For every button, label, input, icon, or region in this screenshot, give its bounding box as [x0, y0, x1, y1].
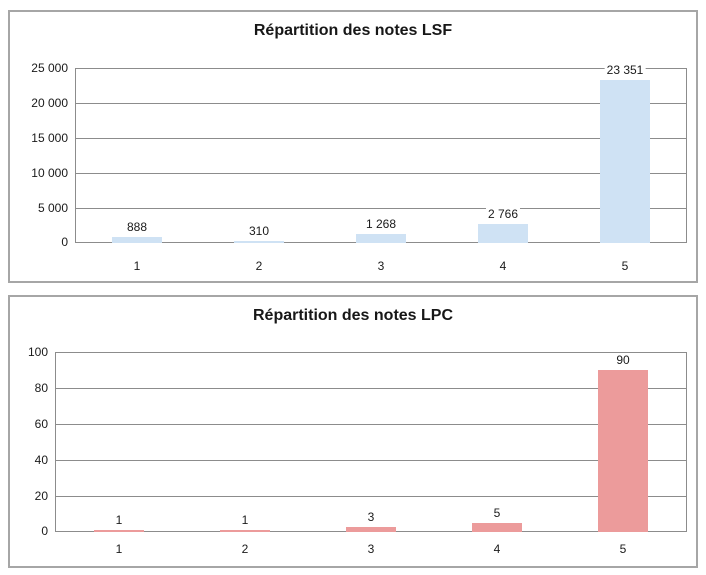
y-tick-label: 0 [41, 524, 48, 538]
bar-value-label: 23 351 [604, 63, 646, 77]
x-tick-label: 5 [621, 259, 629, 273]
chart-title-lsf: Répartition des notes LSF [253, 22, 453, 39]
x-tick-label: 2 [255, 259, 263, 273]
bar [234, 241, 284, 243]
gridline [76, 103, 686, 104]
x-tick-label: 2 [241, 542, 249, 556]
y-tick-label: 60 [34, 417, 48, 431]
x-tick-label: 1 [133, 259, 141, 273]
y-tick-label: 40 [34, 453, 48, 467]
gridline [56, 424, 686, 425]
gridline [76, 138, 686, 139]
bar [346, 527, 396, 532]
bar-value-label: 888 [124, 220, 150, 234]
y-tick-label: 15 000 [31, 131, 68, 145]
y-tick-label: 25 000 [31, 61, 68, 75]
bar-value-label: 1 [239, 513, 251, 527]
y-tick-label: 10 000 [31, 166, 68, 180]
gridline [76, 68, 686, 69]
gridline [76, 208, 686, 209]
x-tick-label: 4 [499, 259, 507, 273]
chart-panel-lpc: Répartition des notes LPC 0 20 40 60 80 100 1 1… [8, 295, 698, 568]
y-tick-label: 20 000 [31, 96, 68, 110]
y-tick-label: 5 000 [37, 201, 68, 215]
bar-value-label: 5 [491, 506, 503, 520]
bar [356, 234, 406, 243]
x-tick-label: 1 [115, 542, 123, 556]
bar [220, 530, 270, 532]
bar [478, 224, 528, 243]
plot-area-lsf: 0 5 000 10 000 15 000 20 000 25 000 888 1 310 2 1 … [31, 61, 687, 273]
x-tick-label: 3 [367, 542, 375, 556]
bar [598, 370, 648, 532]
bar-value-label: 1 268 [363, 217, 399, 231]
gridline [76, 173, 686, 174]
bar [472, 523, 522, 532]
chart-title-lpc: Répartition des notes LPC [252, 307, 454, 324]
bar [600, 80, 650, 243]
plot-area-lpc: 0 20 40 60 80 100 1 1 1 2 3 3 5 4 90 5 [28, 345, 687, 556]
bar-value-label: 2 766 [485, 207, 521, 221]
bar-value-label: 1 [113, 513, 125, 527]
bar [112, 237, 162, 243]
y-tick-label: 100 [27, 345, 48, 359]
bar [94, 530, 144, 532]
x-tick-label: 4 [493, 542, 501, 556]
bar-value-label: 90 [614, 353, 632, 367]
bar-value-label: 3 [365, 510, 377, 524]
y-tick-label: 80 [34, 381, 48, 395]
bar-value-label: 310 [246, 224, 272, 238]
x-tick-label: 3 [377, 259, 385, 273]
x-tick-label: 5 [619, 542, 627, 556]
gridline [56, 352, 686, 353]
gridline [56, 460, 686, 461]
gridline [56, 496, 686, 497]
gridline [56, 388, 686, 389]
y-tick-label: 20 [34, 489, 48, 503]
y-tick-label: 0 [61, 235, 68, 249]
